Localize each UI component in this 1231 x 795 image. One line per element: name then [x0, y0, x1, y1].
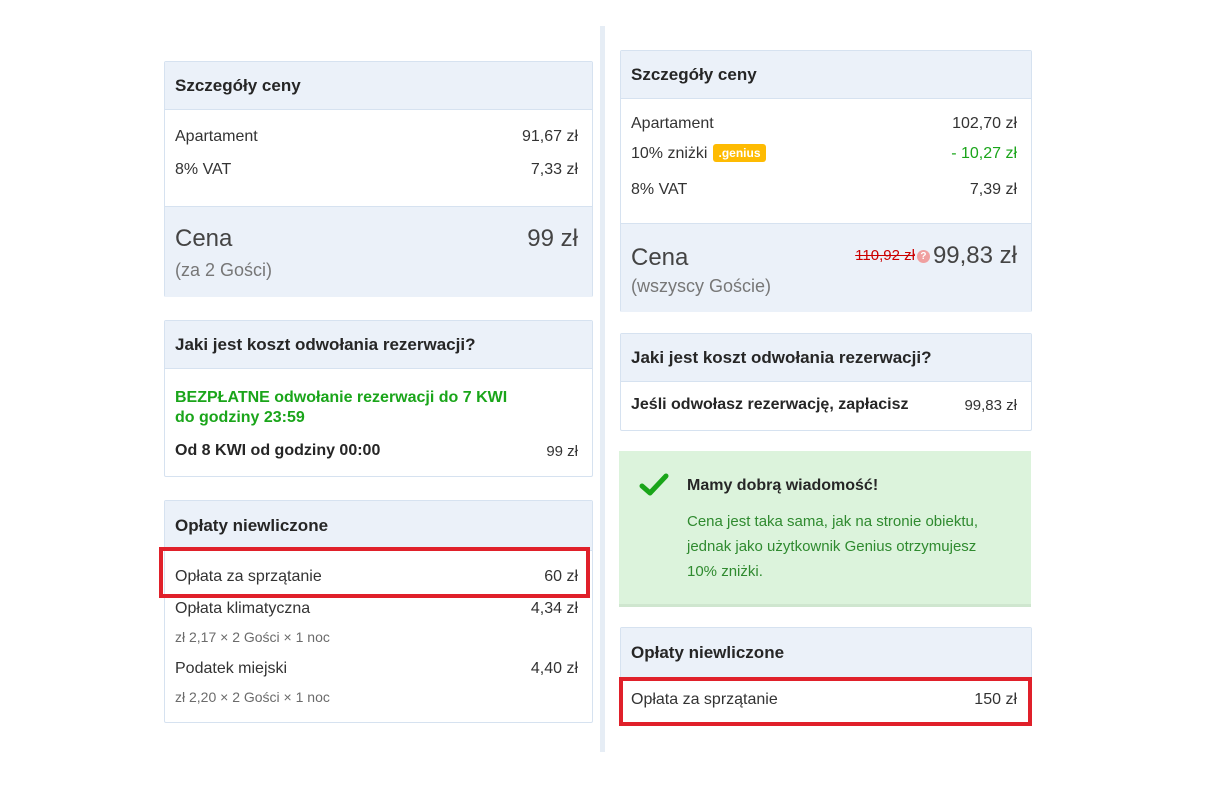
price-total-section: Cena (wszyscy Goście) 110,92 zł? 99,83 zł [621, 223, 1031, 312]
price-total-value: 99 zł [527, 225, 578, 252]
highlight-box-right [619, 677, 1032, 726]
excluded-fees-title: Opłaty niewliczone [621, 628, 1031, 678]
price-total-label: Cena [631, 244, 689, 271]
price-total-guests: (za 2 Gości) [175, 260, 273, 280]
good-news-message: Cena jest taka sama, jak na stronie obie… [687, 513, 978, 580]
good-news-banner: Mamy dobrą wiadomość! Cena jest taka sam… [619, 451, 1031, 607]
price-details-title: Szczegóły ceny [165, 62, 592, 110]
price-row-genius-discount: 10% zniżki .genius - 10,27 zł [631, 144, 1017, 162]
cancellation-title: Jaki jest koszt odwołania rezerwacji? [165, 321, 592, 369]
right-cancellation-card: Jaki jest koszt odwołania rezerwacji? Je… [620, 333, 1032, 431]
fee-row-city-tax: Podatek miejski 4,40 zł [175, 660, 578, 677]
fee-city-tax-detail: zł 2,20 × 2 Gości × 1 noc [175, 689, 330, 705]
column-divider [600, 26, 605, 752]
free-cancellation-text: BEZPŁATNE odwołanie rezerwacji do 7 KWI … [175, 389, 508, 426]
left-price-details-card: Szczegóły ceny Apartament 91,67 zł 8% VA… [164, 61, 593, 297]
price-total-value: 99,83 zł [932, 242, 1017, 269]
right-price-details-card: Szczegóły ceny Apartament 102,70 zł 10% … [620, 50, 1032, 312]
right-excluded-fees-card: Opłaty niewliczone Opłata za sprzątanie … [620, 627, 1032, 726]
cancellation-fee-row: Od 8 KWI od godziny 00:00 99 zł [175, 442, 578, 460]
cancellation-fee-row: Jeśli odwołasz rezerwację, zapłacisz 99,… [631, 396, 1017, 414]
price-total-label: Cena [175, 225, 233, 252]
cancellation-title: Jaki jest koszt odwołania rezerwacji? [621, 334, 1031, 382]
fee-row-climate: Opłata klimatyczna 4,34 zł [175, 600, 578, 617]
left-cancellation-card: Jaki jest koszt odwołania rezerwacji? BE… [164, 320, 593, 477]
price-row-apartment: Apartament 91,67 zł [175, 128, 578, 145]
checkmark-icon [639, 473, 669, 502]
excluded-fees-title: Opłaty niewliczone [165, 501, 592, 551]
fee-climate-detail: zł 2,17 × 2 Gości × 1 noc [175, 629, 330, 645]
price-row-vat: 8% VAT 7,33 zł [175, 161, 578, 178]
fee-row-cleaning: Opłata za sprzątanie 60 zł [175, 568, 578, 585]
price-row-apartment: Apartament 102,70 zł [631, 115, 1017, 132]
price-total-value-group: 110,92 zł? 99,83 zł [855, 242, 1017, 270]
genius-badge: .genius [713, 144, 766, 162]
good-news-title: Mamy dobrą wiadomość! [687, 477, 879, 494]
highlight-box-left [159, 547, 590, 598]
price-row-vat: 8% VAT 7,39 zł [631, 181, 1017, 198]
price-total-guests: (wszyscy Goście) [631, 276, 772, 296]
price-total-section: Cena (za 2 Gości) 99 zł [165, 206, 592, 297]
old-price: 110,92 zł [855, 247, 915, 264]
left-excluded-fees-card: Opłaty niewliczone Opłata za sprzątanie … [164, 500, 593, 723]
price-details-title: Szczegóły ceny [621, 51, 1031, 99]
info-question-icon[interactable]: ? [916, 250, 930, 263]
fee-row-cleaning: Opłata za sprzątanie 150 zł [631, 691, 1017, 708]
